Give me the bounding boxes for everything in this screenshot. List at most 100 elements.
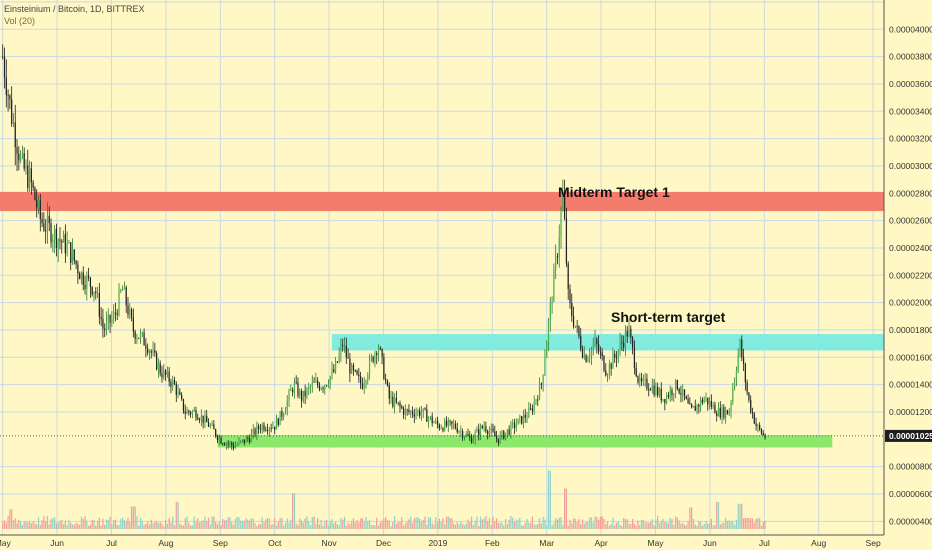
candle-body [241, 439, 244, 441]
candle-body [349, 358, 351, 374]
candle-body [680, 392, 682, 395]
candle-body [385, 378, 387, 381]
volume-bar [567, 525, 569, 529]
x-tick-label: Jul [759, 538, 770, 548]
candle-body [533, 401, 535, 412]
candle-body [581, 348, 584, 358]
candle-body [750, 400, 752, 412]
volume-bar [580, 524, 582, 529]
x-tick-label: Jun [703, 538, 717, 548]
volume-bar [710, 518, 712, 529]
volume-bar [454, 525, 457, 529]
volume-bar [145, 523, 147, 529]
candle-body [510, 423, 512, 435]
candle-body [329, 376, 331, 385]
volume-bar [111, 524, 113, 529]
candle-body [147, 348, 149, 353]
candle-body [406, 409, 408, 411]
volume-bar [472, 524, 474, 529]
candle-body [689, 403, 691, 405]
candle-body [442, 428, 444, 431]
volume-bar [261, 517, 263, 529]
volume-bar [631, 518, 634, 529]
volume-bar [739, 503, 741, 529]
volume-bar [73, 524, 75, 529]
candle-body [12, 122, 15, 124]
volume-bar [268, 518, 270, 529]
candle-body [261, 424, 263, 430]
volume-bar [36, 524, 38, 529]
candle-body [635, 367, 637, 377]
candle-body [596, 339, 598, 345]
volume-bar [451, 518, 453, 529]
volume-bar [161, 523, 163, 529]
candle-body [16, 147, 18, 154]
candle-body [25, 165, 27, 169]
volume-bar [547, 470, 550, 529]
volume-bar [43, 516, 45, 529]
candle-body [134, 331, 136, 339]
candle-body [742, 357, 745, 364]
candle-body [488, 431, 491, 435]
candle-body [145, 345, 147, 349]
candle-body [444, 420, 446, 431]
candle-body [521, 416, 523, 424]
candle-body [664, 399, 666, 403]
candle-body [52, 239, 54, 243]
candle-body [19, 155, 22, 161]
candle-body [184, 411, 186, 414]
candle-body [508, 429, 510, 435]
candle-body [764, 434, 766, 438]
volume-bar [583, 523, 585, 529]
volume-bar [315, 523, 317, 529]
candle-body [345, 345, 347, 358]
candle-body [640, 378, 643, 382]
volume-bar [676, 517, 678, 529]
volume-bar [324, 520, 326, 529]
candle-body [123, 287, 126, 290]
volume-bar [132, 506, 134, 529]
volume-bar [658, 522, 661, 529]
candle-body [343, 345, 346, 347]
candle-body [256, 425, 258, 435]
volume-bar [245, 518, 247, 529]
candle-body [46, 215, 49, 232]
candle-body [694, 406, 696, 411]
candle-body [699, 399, 702, 407]
candle-body [413, 414, 415, 417]
candle-body [376, 353, 378, 356]
candle-body [451, 421, 453, 424]
candle-body [417, 410, 419, 414]
volume-bar [712, 525, 714, 529]
candle-body [182, 399, 185, 412]
volume-bar [572, 518, 575, 529]
candle-body [438, 424, 440, 429]
volume-bar [257, 524, 260, 529]
volume-bar [189, 525, 192, 529]
candle-body [129, 309, 131, 315]
candle-body [352, 365, 355, 371]
candle-body [687, 398, 689, 404]
volume-bar [331, 519, 333, 529]
candle-body [299, 390, 301, 396]
chart-legend: Einsteinium / Bitcoin, 1D, BITTREX Vol (… [4, 3, 145, 27]
volume-bar [18, 520, 20, 529]
volume-bar [461, 523, 464, 529]
candle-body [243, 439, 245, 443]
volume-bar [456, 521, 458, 529]
volume-bar [449, 517, 451, 529]
candle-body [351, 365, 353, 374]
candle-body [367, 375, 369, 382]
candle-body [401, 406, 403, 409]
candle-body [163, 370, 165, 378]
volume-bar [336, 523, 338, 529]
volume-bar [513, 521, 516, 529]
candle-body [21, 153, 24, 156]
volume-bar [644, 522, 646, 529]
volume-bar [474, 520, 476, 529]
candle-body [555, 256, 557, 270]
volume-bar [642, 519, 644, 529]
candle-body [470, 437, 473, 443]
candle-body [109, 315, 111, 323]
